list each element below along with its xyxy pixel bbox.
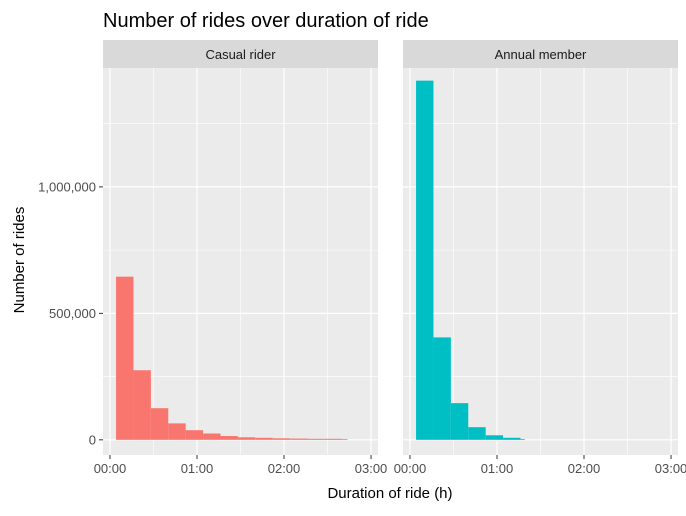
histogram-bar [520, 439, 525, 440]
histogram-bar [220, 436, 238, 440]
histogram-bar [290, 438, 308, 440]
x-axis-label: Duration of ride (h) [327, 485, 452, 502]
histogram-bar [503, 437, 521, 440]
histogram-bar [133, 370, 151, 440]
x-tick-label: 02:00 [568, 461, 601, 476]
histogram-bar [468, 427, 486, 440]
x-tick-label: 00:00 [394, 461, 427, 476]
panel-1: Annual member 00:00 01:00 02:00 03:00 [394, 40, 686, 476]
panels-layer: Casual rider 00:00 01:00 02:00 03:00 0 500,000… [38, 40, 686, 476]
histogram-bar [272, 438, 291, 440]
y-axis-label: Number of rides [11, 207, 28, 314]
x-tick-label: 03:00 [655, 461, 686, 476]
histogram-bar [185, 430, 204, 440]
facet-label-1: Annual member [495, 47, 587, 62]
facet-strip-1 [403, 40, 678, 68]
x-tick-label: 03:00 [355, 461, 388, 476]
panel-0: Casual rider 00:00 01:00 02:00 03:00 0 500,000… [38, 40, 387, 476]
chart-title: Number of rides over duration of ride [103, 10, 429, 32]
histogram-bar [150, 408, 169, 440]
histogram-bar [433, 337, 451, 440]
histogram-bar [255, 437, 273, 440]
x-tick-label: 01:00 [181, 461, 214, 476]
histogram-bar [450, 403, 469, 440]
facet-label-0: Casual rider [205, 47, 276, 62]
y-tick-label: 1,000,000 [38, 179, 96, 194]
histogram-bar [203, 433, 221, 440]
histogram-bar [116, 276, 134, 440]
x-tick-label: 01:00 [481, 461, 514, 476]
x-tick-label: 02:00 [268, 461, 301, 476]
x-tick-label: 00:00 [94, 461, 127, 476]
histogram-bar [324, 438, 343, 440]
histogram-bar [342, 439, 348, 440]
y-tick-label: 0 [89, 432, 96, 447]
facet-strip-0 [103, 40, 378, 68]
histogram-bar [237, 437, 256, 440]
histogram-bar [168, 423, 186, 440]
y-tick-label: 500,000 [49, 306, 96, 321]
histogram-bar [416, 80, 434, 440]
histogram-bar [485, 435, 504, 440]
histogram-bar [307, 438, 325, 440]
